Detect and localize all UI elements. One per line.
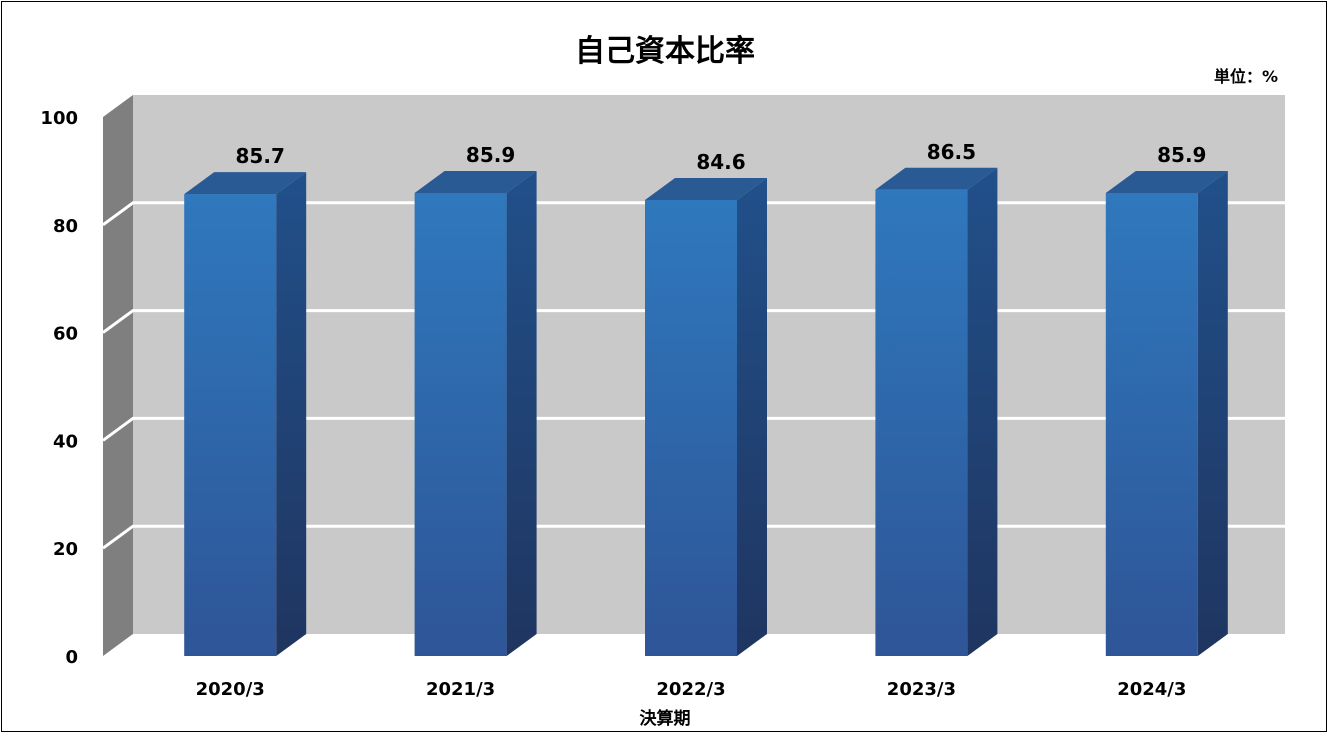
- bar-side: [737, 178, 767, 657]
- bar: [184, 172, 307, 656]
- y-tick-label: 0: [65, 647, 78, 668]
- bar-side: [967, 167, 998, 656]
- bar-top: [414, 170, 537, 193]
- unit-label: 単位：%: [1213, 67, 1278, 86]
- bar: [1105, 170, 1228, 656]
- x-tick-label: 2021/3: [426, 679, 495, 700]
- bar-side: [276, 172, 307, 656]
- data-label: 84.6: [696, 150, 745, 174]
- bar-front: [875, 189, 968, 656]
- bar-top: [184, 172, 307, 195]
- bar-front: [1105, 192, 1198, 656]
- data-label: 85.9: [1157, 143, 1206, 167]
- side-wall: [103, 95, 133, 656]
- chart-title: 自己資本比率: [575, 34, 755, 69]
- y-tick-label: 60: [53, 324, 78, 345]
- x-tick-label: 2020/3: [196, 679, 265, 700]
- bar-side: [1197, 170, 1228, 656]
- bar: [875, 167, 998, 656]
- y-tick-label: 20: [53, 539, 78, 560]
- data-label: 85.9: [466, 143, 515, 167]
- bar-front: [414, 192, 507, 656]
- x-axis-title: 決算期: [639, 709, 691, 729]
- bar-side: [506, 170, 537, 656]
- data-label: 86.5: [927, 140, 976, 164]
- bar: [645, 178, 767, 657]
- bar-top: [875, 167, 998, 190]
- bar-top: [645, 178, 767, 201]
- bar-front: [184, 194, 277, 656]
- bar: [414, 170, 537, 656]
- y-tick-label: 100: [40, 108, 78, 129]
- x-tick-label: 2023/3: [887, 679, 956, 700]
- bar-top: [1105, 170, 1228, 193]
- y-tick-label: 40: [53, 431, 78, 452]
- bar-front: [645, 200, 737, 657]
- x-tick-label: 2022/3: [656, 679, 725, 700]
- data-label: 85.7: [236, 144, 285, 168]
- x-tick-label: 2024/3: [1117, 679, 1186, 700]
- y-tick-label: 80: [53, 216, 78, 237]
